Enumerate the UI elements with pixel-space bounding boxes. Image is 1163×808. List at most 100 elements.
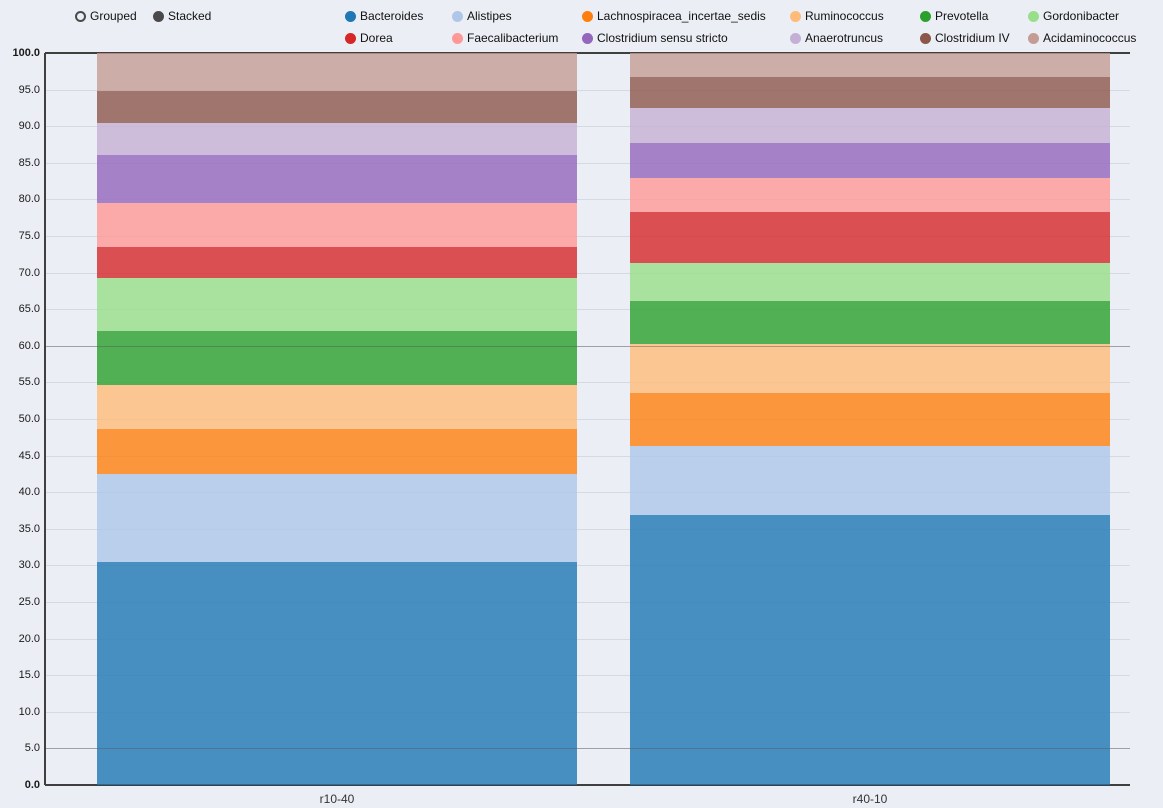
y-tick-label: 95.0 <box>18 83 40 96</box>
legend-swatch-icon <box>790 10 801 22</box>
legend-item-dorea[interactable]: Dorea <box>345 30 393 46</box>
y-tick-label: 100.0 <box>12 47 40 59</box>
gridline <box>45 528 1130 530</box>
mode-option-label: Grouped <box>90 9 137 23</box>
legend-swatch-icon <box>452 10 463 22</box>
legend-item-label: Prevotella <box>935 9 989 23</box>
legend-item-gordonibacter[interactable]: Gordonibacter <box>1028 8 1119 24</box>
gridline <box>45 126 1130 128</box>
legend-swatch-icon <box>920 32 931 44</box>
legend-item-label: Clostridium sensu stricto <box>597 31 728 45</box>
x-tick-label-r40-10: r40-10 <box>852 792 888 806</box>
legend-item-ruminococcus[interactable]: Ruminococcus <box>790 8 884 24</box>
y-tick-label: 50.0 <box>18 413 40 425</box>
bar-segment-r40-10-clostridium-sensu-stricto[interactable] <box>630 143 1110 179</box>
mode-option-grouped[interactable]: Grouped <box>75 8 137 24</box>
bar-segment-r10-40-ruminococcus[interactable] <box>97 385 577 430</box>
gridline <box>45 199 1130 201</box>
legend-item-anaerotruncus[interactable]: Anaerotruncus <box>790 30 883 46</box>
bar-segment-r10-40-faecalibacterium[interactable] <box>97 203 577 247</box>
y-tick-label: 5.0 <box>24 742 40 755</box>
y-tick-label: 40.0 <box>18 486 40 499</box>
y-tick-label: 70.0 <box>18 266 40 279</box>
stacked-bar-r40-10 <box>630 53 1110 785</box>
bar-segment-r40-10-acidaminococcus[interactable] <box>630 53 1110 78</box>
legend-item-prevotella[interactable]: Prevotella <box>920 8 988 24</box>
bar-segment-r10-40-prevotella[interactable] <box>97 331 577 386</box>
legend-swatch-icon <box>582 32 593 44</box>
bar-segment-r10-40-lachnospiracea-incertae-sedis[interactable] <box>97 429 577 474</box>
legend-swatch-icon <box>582 10 593 22</box>
y-tick-label: 35.0 <box>18 522 40 535</box>
legend-item-faecalibacterium[interactable]: Faecalibacterium <box>452 30 558 46</box>
mode-option-stacked[interactable]: Stacked <box>153 8 211 24</box>
bar-segment-r40-10-faecalibacterium[interactable] <box>630 178 1110 212</box>
bar-segment-r10-40-alistipes[interactable] <box>97 473 577 562</box>
legend-item-alistipes[interactable]: Alistipes <box>452 8 512 24</box>
y-tick-label: 55.0 <box>18 376 40 389</box>
y-tick-label: 75.0 <box>18 230 40 242</box>
legend-item-label: Dorea <box>360 31 393 45</box>
y-tick-label: 10.0 <box>18 705 40 718</box>
gridline <box>45 565 1130 567</box>
gridline <box>45 748 1130 750</box>
bar-segment-r40-10-ruminococcus[interactable] <box>630 344 1110 393</box>
gridline <box>45 711 1130 713</box>
legend-item-label: Ruminococcus <box>805 9 884 23</box>
legend-item-label: Anaerotruncus <box>805 31 884 45</box>
gridline <box>45 419 1130 420</box>
emphasized-gridline <box>45 748 1130 750</box>
bar-segment-r10-40-dorea[interactable] <box>97 247 577 278</box>
legend-item-label: Bacteroides <box>360 9 424 23</box>
gridline <box>45 309 1130 311</box>
bar-segment-r40-10-clostridium-iv[interactable] <box>630 77 1110 108</box>
gridline <box>45 675 1130 677</box>
gridline <box>45 455 1130 457</box>
y-tick-label: 45.0 <box>18 449 40 462</box>
legend-item-lachnospiracea-incertae-sedis[interactable]: Lachnospiracea_incertae_sedis <box>582 8 766 24</box>
gridline <box>45 382 1130 384</box>
y-tick-label: 90.0 <box>18 120 40 133</box>
legend-swatch-icon <box>920 10 931 22</box>
bar-segment-r40-10-gordonibacter[interactable] <box>630 263 1110 302</box>
gridline <box>45 89 1130 91</box>
legend-swatch-icon <box>1028 10 1039 22</box>
y-tick-label: 65.0 <box>18 303 40 316</box>
gridline <box>45 236 1130 237</box>
bar-segment-r40-10-alistipes[interactable] <box>630 446 1110 515</box>
bar-segment-r40-10-dorea[interactable] <box>630 211 1110 264</box>
bar-segment-r10-40-bacteroides[interactable] <box>97 561 577 785</box>
bar-segment-r40-10-prevotella[interactable] <box>630 301 1110 345</box>
y-tick-label: 85.0 <box>18 156 40 169</box>
gridline <box>45 638 1130 640</box>
gridline <box>45 52 1130 54</box>
y-tick-label: 60.0 <box>18 339 40 352</box>
x-tick-label-r10-40: r10-40 <box>319 792 355 806</box>
y-tick-label: 80.0 <box>18 193 40 206</box>
gridline <box>45 492 1130 494</box>
bar-segment-r10-40-clostridium-sensu-stricto[interactable] <box>97 154 577 204</box>
bar-segment-r10-40-acidaminococcus[interactable] <box>97 53 577 92</box>
mode-option-label: Stacked <box>168 9 212 23</box>
legend-swatch-icon <box>345 10 356 22</box>
legend-item-clostridium-sensu-stricto[interactable]: Clostridium sensu stricto <box>582 30 728 46</box>
emphasized-gridline <box>45 345 1130 347</box>
bar-segment-r40-10-bacteroides[interactable] <box>630 514 1110 785</box>
legend-item-acidaminococcus[interactable]: Acidaminococcus <box>1028 30 1136 46</box>
legend-item-label: Alistipes <box>467 9 512 23</box>
legend-item-label: Faecalibacterium <box>467 31 559 45</box>
bar-segment-r10-40-gordonibacter[interactable] <box>97 277 577 332</box>
bar-segment-r10-40-anaerotruncus[interactable] <box>97 123 577 155</box>
legend-item-label: Gordonibacter <box>1043 9 1120 23</box>
gridline <box>45 272 1130 274</box>
legend-item-bacteroides[interactable]: Bacteroides <box>345 8 423 24</box>
bar-segment-r10-40-clostridium-iv[interactable] <box>97 91 577 124</box>
legend-item-clostridium-iv[interactable]: Clostridium IV <box>920 30 1010 46</box>
legend-item-label: Clostridium IV <box>935 31 1010 45</box>
legend-swatch-icon <box>452 32 463 44</box>
bar-segment-r40-10-lachnospiracea-incertae-sedis[interactable] <box>630 392 1110 447</box>
legend-swatch-icon <box>345 32 356 44</box>
bar-segment-r40-10-anaerotruncus[interactable] <box>630 107 1110 144</box>
y-tick-label: 30.0 <box>18 559 40 572</box>
legend-item-label: Acidaminococcus <box>1043 31 1137 45</box>
